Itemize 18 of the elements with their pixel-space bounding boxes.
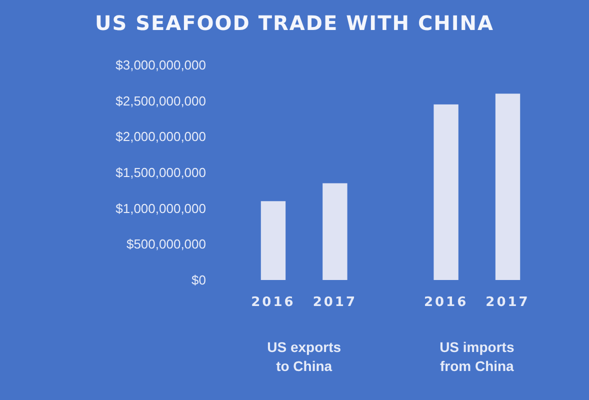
series-label: 2017 [312,295,358,310]
text: 2017 [486,295,530,310]
y-tick-label: $500,000,000 [126,236,206,252]
y-tick-label: $1,500,000,000 [116,165,206,180]
y-tick-label: $1,000,000,000 [116,200,206,216]
bar [434,104,458,280]
series-label: 2016 [251,295,296,310]
text: 2016 [424,295,468,310]
bar [260,201,286,280]
bar [322,183,348,280]
y-tick-label: $3,000,000,000 [116,58,206,73]
x-tick-label: US imports from China [440,339,514,374]
bar [495,94,520,280]
y-tick-label: $2,500,000,000 [116,93,206,108]
x-tick-label: US exports to China [267,339,342,374]
chart-title: US SEAFOOD TRADE WITH CHINA [94,11,494,35]
y-tick-label: $2,000,000,000 [116,129,206,144]
y-tick-label: $0 [192,272,206,288]
